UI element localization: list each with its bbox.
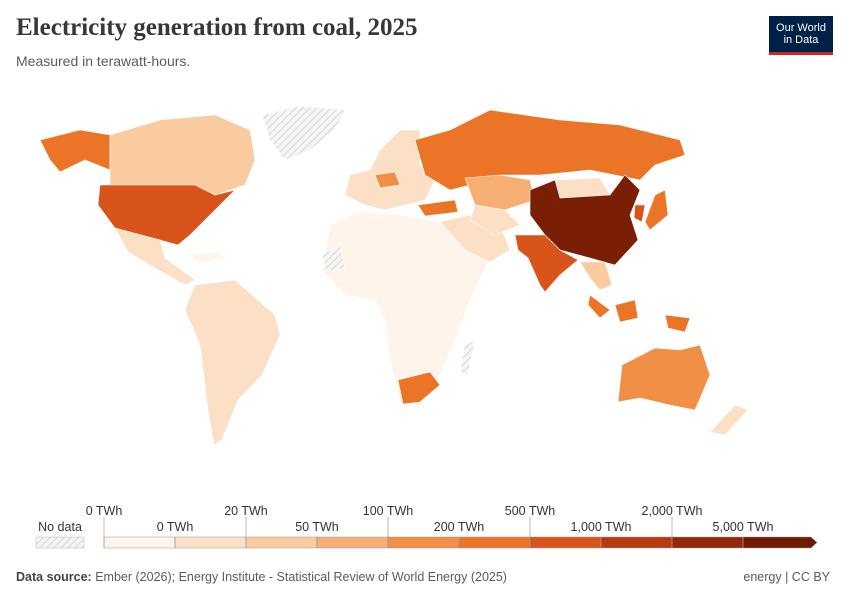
country[interactable]	[374, 171, 401, 189]
country[interactable]	[417, 199, 459, 217]
country[interactable]	[709, 404, 749, 436]
legend-label: 0 TWh	[86, 504, 123, 518]
legend-label: 5,000 TWh	[713, 520, 774, 534]
legend-label: 100 TWh	[363, 504, 414, 518]
country[interactable]	[617, 344, 711, 411]
country[interactable]	[109, 114, 256, 196]
footer-license: energy | CC BY	[743, 570, 830, 584]
legend-label: 50 TWh	[295, 520, 339, 534]
country[interactable]	[644, 189, 669, 231]
footer-source: Data source: Ember (2026); Energy Instit…	[16, 570, 507, 584]
legend-swatch	[103, 536, 176, 549]
subtitle: Measured in terawatt-hours.	[16, 53, 191, 69]
country[interactable]	[344, 129, 436, 211]
legend-swatch	[742, 536, 818, 549]
logo-line: Our World	[776, 22, 826, 34]
legend-label: 500 TWh	[505, 504, 556, 518]
legend-label: 200 TWh	[434, 520, 485, 534]
country[interactable]	[39, 129, 111, 173]
legend: No data 0 TWh 0 TWh 20 TWh 50 TWh 100 TWh 200 …	[35, 504, 818, 549]
title: Electricity generation from coal, 2025	[16, 14, 418, 41]
logo-line: in Data	[783, 34, 819, 46]
country[interactable]	[184, 279, 281, 446]
no-data-label: No data	[38, 520, 82, 534]
country[interactable]	[97, 184, 236, 246]
legend-swatch	[387, 536, 460, 549]
country[interactable]	[587, 294, 611, 319]
country[interactable]	[261, 105, 346, 161]
legend-swatch	[458, 536, 531, 549]
country[interactable]	[469, 204, 521, 236]
legend-swatch	[174, 536, 247, 549]
legend-swatch	[316, 536, 389, 549]
no-data-swatch	[35, 536, 85, 549]
legend-label: 2,000 TWh	[642, 504, 703, 518]
source-label: Data source:	[16, 570, 92, 584]
legend-label: 1,000 TWh	[571, 520, 632, 534]
country[interactable]	[554, 177, 611, 199]
logo[interactable]: Our World in Data	[769, 16, 833, 55]
source-text: Ember (2026); Energy Institute - Statist…	[95, 570, 507, 584]
country[interactable]	[414, 109, 686, 191]
legend-swatch	[529, 536, 602, 549]
country[interactable]	[664, 314, 691, 333]
countries	[39, 105, 749, 446]
country[interactable]	[321, 211, 491, 406]
country[interactable]	[459, 339, 476, 376]
country[interactable]	[397, 371, 441, 405]
country[interactable]	[614, 299, 639, 323]
country[interactable]	[114, 227, 196, 286]
legend-swatch	[671, 536, 744, 549]
country[interactable]	[464, 174, 536, 211]
country[interactable]	[189, 251, 226, 263]
country[interactable]	[633, 204, 646, 223]
country[interactable]	[514, 234, 579, 293]
legend-swatch	[600, 536, 673, 549]
legend-label: 20 TWh	[224, 504, 268, 518]
country[interactable]	[579, 261, 613, 291]
legend-label: 0 TWh	[157, 520, 194, 534]
legend-swatch	[245, 536, 318, 549]
country[interactable]	[321, 244, 346, 273]
